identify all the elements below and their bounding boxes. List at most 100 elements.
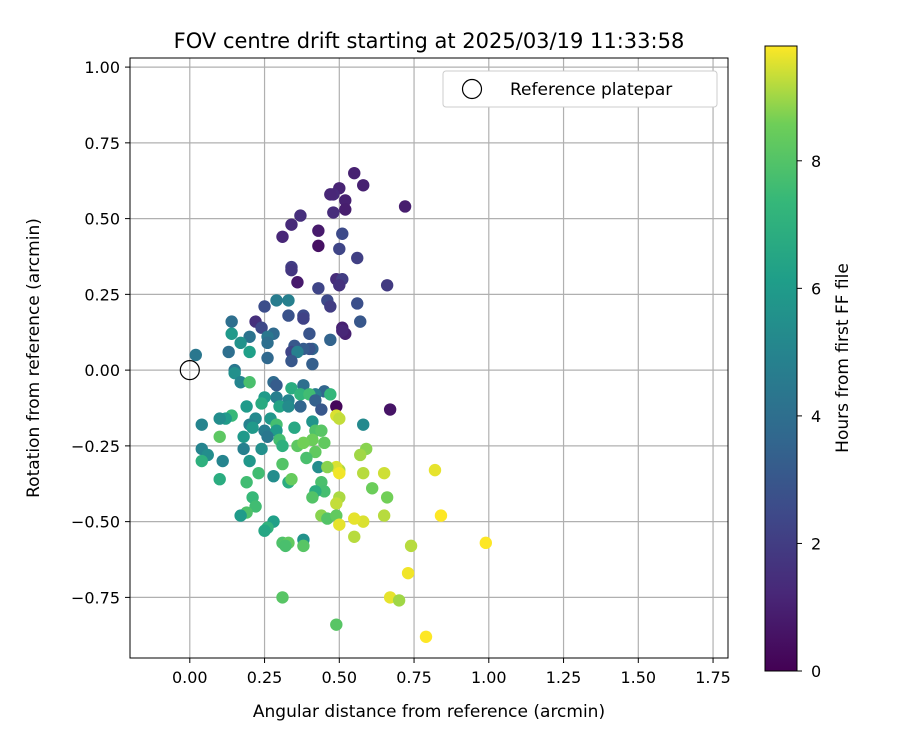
data-point (357, 418, 370, 431)
data-point (318, 485, 331, 498)
y-tick-label: 1.00 (84, 58, 120, 77)
data-point (354, 448, 367, 462)
data-point (297, 539, 310, 553)
data-point (261, 336, 274, 350)
grid-lines (130, 58, 728, 658)
data-point (330, 618, 343, 631)
reference-marker-layer (179, 360, 200, 381)
data-point (380, 279, 394, 292)
data-point (312, 460, 325, 474)
data-point (243, 376, 256, 389)
data-point (234, 509, 247, 522)
data-point (324, 188, 337, 201)
legend-reference-marker (461, 78, 483, 100)
data-point (213, 412, 226, 425)
data-point (258, 524, 271, 537)
data-point (255, 442, 268, 456)
legend-box (442, 70, 718, 108)
chart-title: FOV centre drift starting at 2025/03/19 … (174, 29, 685, 53)
data-point (270, 294, 283, 307)
data-point (330, 497, 343, 510)
data-point (234, 376, 247, 389)
data-point (285, 218, 298, 231)
data-point (285, 354, 298, 368)
legend: Reference platepar (442, 70, 718, 108)
x-tick-label: 0.75 (396, 668, 432, 687)
data-point (324, 388, 337, 401)
colorbar-gradient (764, 45, 798, 672)
legend-label: Reference platepar (510, 80, 672, 100)
data-point (285, 382, 298, 395)
data-point (216, 454, 229, 468)
data-point (357, 179, 370, 192)
data-point (234, 336, 247, 350)
data-point (222, 345, 235, 359)
data-point (243, 345, 256, 359)
data-point (249, 500, 262, 513)
y-tick-label: 0.25 (84, 285, 120, 304)
data-point (324, 333, 337, 347)
y-tick-label: −0.50 (71, 513, 120, 532)
data-point (383, 403, 397, 416)
data-point (282, 400, 295, 413)
data-point (333, 466, 346, 480)
data-point (276, 230, 289, 243)
data-point (225, 327, 238, 340)
data-point (243, 454, 256, 468)
data-point (306, 491, 319, 504)
x-tick-label: 0.25 (247, 668, 283, 687)
data-point (237, 442, 250, 456)
y-tick-label: 0.00 (84, 361, 120, 380)
y-tick-label: 0.50 (84, 210, 120, 229)
data-point (282, 294, 295, 307)
data-point (282, 309, 295, 322)
data-point (294, 209, 307, 222)
data-point (324, 300, 337, 313)
data-point (285, 263, 298, 277)
data-point (377, 466, 391, 480)
colorbar-ticks: 0 2 4 6 8 (797, 152, 821, 681)
data-point (330, 400, 343, 413)
data-point (294, 400, 307, 413)
data-point (291, 345, 304, 359)
data-points (189, 166, 493, 643)
data-point (267, 469, 280, 483)
data-point (261, 351, 274, 365)
data-point (213, 473, 226, 486)
y-axis-label: Rotation from reference (arcmin) (24, 218, 44, 498)
data-point (297, 436, 310, 450)
colorbar: 0 2 4 6 8 Hours from first FF file (764, 45, 853, 681)
data-point (246, 421, 259, 434)
x-tick-label: 1.50 (620, 668, 656, 687)
y-tick-label: 0.75 (84, 134, 120, 153)
data-point (333, 518, 346, 531)
data-point (401, 566, 415, 580)
data-point (195, 454, 208, 468)
data-point (351, 297, 364, 310)
y-tick-label: −0.75 (71, 588, 120, 607)
data-point (300, 451, 313, 465)
data-point (321, 460, 334, 474)
reference-platepar-marker (179, 360, 200, 381)
x-axis-label: Angular distance from reference (arcmin) (253, 702, 605, 722)
x-tick-label: 1.00 (471, 668, 507, 687)
data-point (354, 315, 367, 328)
data-point (270, 379, 283, 392)
data-point (237, 430, 250, 443)
data-point (285, 473, 298, 486)
colorbar-tick-label: 2 (811, 534, 821, 553)
data-point (309, 445, 322, 459)
data-point (309, 394, 322, 407)
x-axis-ticks: 0.00 0.25 0.50 0.75 1.00 1.25 1.50 1.75 (172, 658, 731, 687)
data-point (339, 203, 352, 216)
data-point (312, 239, 325, 253)
data-point (315, 424, 328, 437)
data-point (252, 466, 265, 480)
data-point (294, 388, 307, 401)
data-point (404, 539, 418, 553)
plot-frame (129, 57, 729, 659)
data-point (479, 536, 493, 550)
data-point (306, 357, 319, 371)
